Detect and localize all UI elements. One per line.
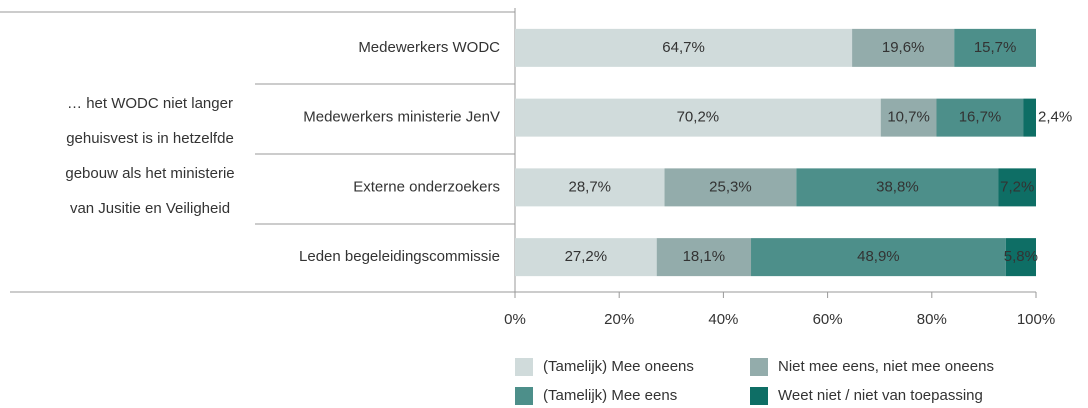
x-tick-label: 0% [504,311,526,328]
bar-segment [796,168,999,207]
bar-segment [664,168,797,207]
legend-swatch [515,387,533,405]
value-label: 18,1% [683,248,726,265]
value-label: 64,7% [662,39,705,56]
category-label: Externe onderzoekers [353,178,500,195]
value-label: 28,7% [568,178,611,195]
legend-swatch [750,387,768,405]
x-tick-label: 20% [604,311,634,328]
value-label: 70,2% [677,109,720,126]
x-tick-label: 80% [917,311,947,328]
value-label: 5,8% [1004,248,1038,265]
bar-segment [751,238,1006,277]
value-label: 19,6% [882,39,925,56]
group-label: van Jusitie en Veiligheid [70,200,230,217]
value-label: 2,4% [1038,109,1072,126]
category-label: Leden begeleidingscommissie [299,248,500,265]
value-label: 27,2% [565,248,608,265]
x-tick-label: 100% [1017,311,1055,328]
value-label: 48,9% [857,248,900,265]
legend-swatch [750,358,768,376]
value-label: 25,3% [709,178,752,195]
bar-segment [515,98,881,137]
group-label: gebouw als het ministerie [65,165,234,182]
group-label: … het WODC niet langer [67,95,233,112]
value-label: 10,7% [887,109,930,126]
bar-segment [880,98,937,137]
bar-segment [936,98,1024,137]
bar-segment [1005,238,1036,277]
category-label: Medewerkers WODC [358,39,500,56]
bar-segment [954,28,1036,67]
x-tick-label: 60% [813,311,843,328]
value-label: 15,7% [974,39,1017,56]
bar-segment [515,28,853,67]
category-label: Medewerkers ministerie JenV [303,109,500,126]
x-tick-label: 40% [708,311,738,328]
group-label: gehuisvest is in hetzelfde [66,130,234,147]
value-label: 7,2% [1000,178,1034,195]
value-label: 16,7% [959,109,1002,126]
bar-segment [852,28,955,67]
legend-label: Weet niet / niet van toepassing [778,387,983,404]
bar-segment [515,238,657,277]
legend-label: (Tamelijk) Mee oneens [543,358,694,375]
bar-segment [998,168,1036,207]
bar-segment [515,168,665,207]
value-label: 38,8% [876,178,919,195]
legend-swatch [515,358,533,376]
legend-label: Niet mee eens, niet mee oneens [778,358,994,375]
legend-label: (Tamelijk) Mee eens [543,387,677,404]
bar-segment [656,238,752,277]
bar-segment [1023,98,1036,137]
